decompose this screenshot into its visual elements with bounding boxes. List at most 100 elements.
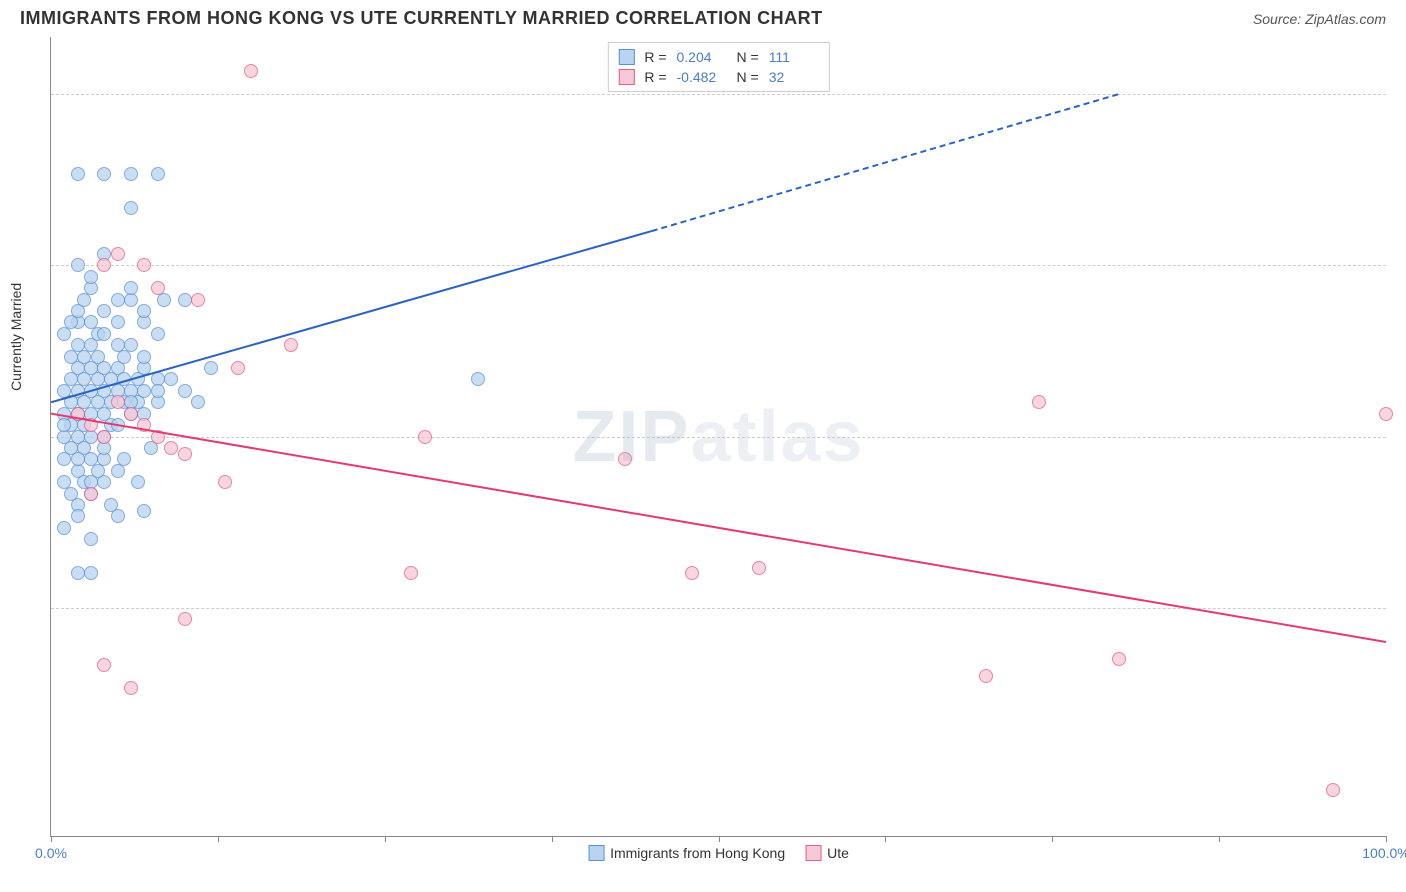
scatter-point (97, 304, 111, 318)
scatter-point (64, 487, 78, 501)
scatter-point (685, 566, 699, 580)
scatter-point (111, 315, 125, 329)
legend-row: R = 0.204 N = 111 (618, 47, 818, 67)
scatter-point (124, 201, 138, 215)
scatter-point (1326, 783, 1340, 797)
scatter-point (57, 521, 71, 535)
x-tick-label: 100.0% (1362, 845, 1406, 861)
title-bar: IMMIGRANTS FROM HONG KONG VS UTE CURRENT… (0, 0, 1406, 37)
y-axis-label: Currently Married (8, 282, 24, 390)
source-label: Source: ZipAtlas.com (1253, 11, 1386, 27)
scatter-point (71, 566, 85, 580)
scatter-point (117, 452, 131, 466)
legend-correlation: R = 0.204 N = 111R = -0.482 N = 32 (607, 42, 829, 92)
scatter-point (284, 338, 298, 352)
scatter-point (1032, 395, 1046, 409)
legend-n_label: N = (737, 49, 759, 65)
scatter-point (471, 372, 485, 386)
scatter-point (178, 612, 192, 626)
scatter-point (71, 167, 85, 181)
legend-item: Ute (805, 845, 849, 861)
scatter-point (124, 281, 138, 295)
scatter-point (111, 293, 125, 307)
scatter-point (404, 566, 418, 580)
scatter-point (752, 561, 766, 575)
scatter-chart: ZIPatlas Currently Married 35.0%50.0%65.… (50, 37, 1386, 837)
scatter-point (124, 338, 138, 352)
scatter-point (151, 281, 165, 295)
legend-item: Immigrants from Hong Kong (588, 845, 785, 861)
scatter-point (84, 418, 98, 432)
legend-swatch (805, 845, 821, 861)
x-tick (1219, 836, 1220, 842)
scatter-point (137, 304, 151, 318)
scatter-point (97, 167, 111, 181)
scatter-point (137, 384, 151, 398)
x-tick (552, 836, 553, 842)
scatter-point (97, 658, 111, 672)
scatter-point (137, 350, 151, 364)
scatter-point (71, 452, 85, 466)
scatter-point (191, 293, 205, 307)
grid-line (51, 94, 1386, 95)
scatter-point (178, 293, 192, 307)
scatter-point (1379, 407, 1393, 421)
scatter-point (137, 258, 151, 272)
scatter-point (84, 532, 98, 546)
scatter-point (124, 407, 138, 421)
scatter-point (97, 258, 111, 272)
scatter-point (57, 418, 71, 432)
scatter-point (71, 258, 85, 272)
scatter-point (151, 167, 165, 181)
scatter-point (164, 441, 178, 455)
scatter-point (151, 384, 165, 398)
x-tick (51, 836, 52, 842)
scatter-point (131, 475, 145, 489)
x-tick (385, 836, 386, 842)
scatter-point (178, 384, 192, 398)
scatter-point (231, 361, 245, 375)
scatter-point (137, 504, 151, 518)
scatter-point (71, 509, 85, 523)
scatter-point (124, 167, 138, 181)
legend-r_val: 0.204 (677, 49, 727, 65)
scatter-point (84, 487, 98, 501)
scatter-point (137, 418, 151, 432)
scatter-point (151, 430, 165, 444)
legend-r_val: -0.482 (677, 69, 727, 85)
grid-line (51, 608, 1386, 609)
scatter-point (111, 247, 125, 261)
legend-r_label: R = (644, 49, 666, 65)
scatter-point (618, 452, 632, 466)
scatter-point (178, 447, 192, 461)
scatter-point (244, 64, 258, 78)
scatter-point (124, 681, 138, 695)
scatter-point (84, 315, 98, 329)
scatter-point (151, 327, 165, 341)
scatter-point (71, 407, 85, 421)
scatter-point (204, 361, 218, 375)
scatter-point (84, 270, 98, 284)
legend-swatch (588, 845, 604, 861)
scatter-point (84, 452, 98, 466)
scatter-point (111, 418, 125, 432)
scatter-point (979, 669, 993, 683)
legend-series: Immigrants from Hong Kong Ute (588, 845, 849, 861)
legend-swatch (618, 69, 634, 85)
scatter-point (191, 395, 205, 409)
x-tick (719, 836, 720, 842)
x-tick (1386, 836, 1387, 842)
grid-line (51, 265, 1386, 266)
scatter-point (97, 327, 111, 341)
legend-n_val: 111 (769, 49, 819, 65)
legend-label: Ute (827, 845, 849, 861)
legend-label: Immigrants from Hong Kong (610, 845, 785, 861)
scatter-point (97, 430, 111, 444)
x-tick (885, 836, 886, 842)
legend-n_label: N = (737, 69, 759, 85)
scatter-point (111, 395, 125, 409)
x-tick-label: 0.0% (35, 845, 67, 861)
grid-line (51, 437, 1386, 438)
x-tick (218, 836, 219, 842)
legend-n_val: 32 (769, 69, 819, 85)
